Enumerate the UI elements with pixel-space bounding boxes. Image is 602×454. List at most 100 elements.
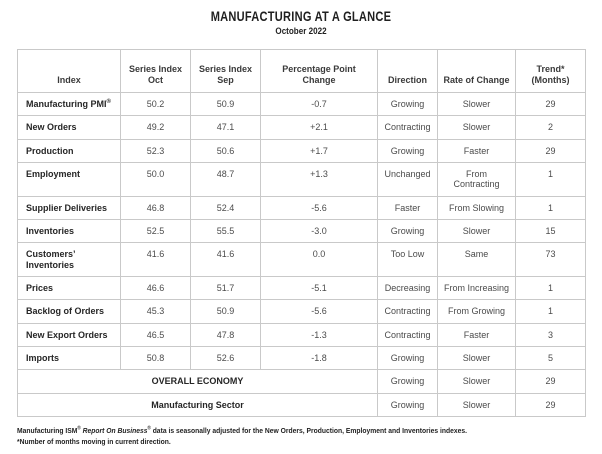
trend-months-cell: 29 [515,392,586,418]
series-index-oct-cell: 52.3 [120,138,191,164]
page-title: MANUFACTURING AT A GLANCE [210,9,392,24]
trend-months-cell: 73 [515,242,586,278]
series-index-sep-cell: 52.4 [190,195,261,221]
percentage-point-change-cell: -0.7 [260,91,378,117]
series-index-sep-cell: 50.9 [190,299,261,324]
trend-months-cell: 1 [515,299,586,324]
direction-cell: Faster [377,195,438,221]
direction-cell: Growing [377,392,438,418]
percentage-point-change-cell: +2.1 [260,115,378,140]
column-header-percentage-point-change: Percentage Point Change [260,49,378,93]
series-index-oct-cell: 50.0 [120,162,191,197]
percentage-point-change-cell: 0.0 [260,242,378,278]
index-label-cell: Backlog of Orders [17,299,121,324]
index-label-cell: New Orders [17,115,121,140]
index-label-cell: Employment [17,162,121,197]
rate-of-change-cell: From Slowing [437,195,516,221]
index-label-cell: Inventories [17,219,121,244]
summary-label-cell: OVERALL ECONOMY [17,369,378,394]
trend-months-cell: 29 [515,369,586,394]
percentage-point-change-cell: +1.3 [260,162,378,197]
index-label-cell: Prices [17,276,121,301]
series-index-oct-cell: 46.5 [120,322,191,348]
footnote-line-2: *Number of months moving in current dire… [17,436,171,446]
table-row: Backlog of Orders 45.3 50.9 -5.6 Contracting… [17,299,586,324]
index-label-cell: New Export Orders [17,322,121,348]
series-index-sep-cell: 50.9 [190,91,261,117]
column-header-trend-months: Trend* (Months) [515,49,586,93]
index-label-cell: Production [17,138,121,164]
trend-months-cell: 29 [515,91,586,117]
series-index-oct-cell: 50.8 [120,346,191,371]
rate-of-change-cell: From Growing [437,299,516,324]
series-index-oct-cell: 52.5 [120,219,191,244]
registered-mark-icon: ® [147,425,151,432]
table-row: New Orders 49.2 47.1 +2.1 Contracting Slower 2 [17,115,586,140]
percentage-point-change-cell: -1.3 [260,322,378,348]
percentage-point-change-cell: -5.6 [260,195,378,221]
direction-cell: Contracting [377,299,438,324]
column-header-series-index-sep: Series Index Sep [190,49,261,93]
direction-cell: Unchanged [377,162,438,197]
percentage-point-change-cell: -3.0 [260,219,378,244]
percentage-point-change-cell: +1.7 [260,138,378,164]
rate-of-change-cell: Same [437,242,516,278]
trend-months-cell: 5 [515,346,586,371]
table-body: Manufacturing PMI® 50.2 50.9 -0.7 Growing Slo… [17,91,586,418]
registered-mark-icon: ® [106,99,111,105]
rate-of-change-cell: Slower [437,219,516,244]
footnote-text-rest: data is seasonally adjusted for the New … [152,426,468,436]
rate-of-change-cell: Slower [437,91,516,117]
series-index-sep-cell: 48.7 [190,162,261,197]
trend-months-cell: 1 [515,276,586,301]
column-header-index: Index [17,49,121,93]
rate-of-change-cell: From Increasing [437,276,516,301]
series-index-oct-cell: 46.6 [120,276,191,301]
index-label-cell: Imports [17,346,121,371]
percentage-point-change-cell: -1.8 [260,346,378,371]
series-index-sep-cell: 55.5 [190,219,261,244]
rate-of-change-cell: Faster [437,138,516,164]
table-row: Manufacturing PMI® 50.2 50.9 -0.7 Growing Slo… [17,91,586,117]
index-label-cell: Supplier Deliveries [17,195,121,221]
series-index-sep-cell: 41.6 [190,242,261,278]
footnote-line-1: Manufacturing ISM® Report On Business® d… [17,426,593,437]
trend-months-cell: 2 [515,115,586,140]
rate-of-change-cell: Slower [437,369,516,394]
footnotes: Manufacturing ISM® Report On Business® d… [17,426,593,447]
direction-cell: Decreasing [377,276,438,301]
table-row: Supplier Deliveries 46.8 52.4 -5.6 Faster Fro… [17,195,586,221]
series-index-oct-cell: 41.6 [120,242,191,278]
rate-of-change-cell: Slower [437,392,516,418]
direction-cell: Growing [377,91,438,117]
trend-months-cell: 15 [515,219,586,244]
index-label-cell: Customers’ Inventories [17,242,121,278]
trend-months-cell: 1 [515,162,586,197]
rate-of-change-cell: Slower [437,346,516,371]
table-row: Prices 46.6 51.7 -5.1 Decreasing From Increas… [17,276,586,301]
direction-cell: Growing [377,369,438,394]
direction-cell: Growing [377,219,438,244]
summary-row: OVERALL ECONOMY Growing Slower 29 [17,369,586,394]
trend-months-cell: 29 [515,138,586,164]
manufacturing-glance-table: Index Series Index Oct Series Index Sep … [17,49,586,418]
direction-cell: Growing [377,346,438,371]
trend-months-cell: 1 [515,195,586,221]
table-row: Employment 50.0 48.7 +1.3 Unchanged From Cont… [17,162,586,197]
table-row: Imports 50.8 52.6 -1.8 Growing Slower 5 [17,346,586,371]
footnote-report-title: Report On Business [82,426,148,436]
column-header-series-index-oct: Series Index Oct [120,49,191,93]
report-page: MANUFACTURING AT A GLANCE October 2022 I… [0,9,602,447]
summary-label-cell: Manufacturing Sector [17,392,378,418]
series-index-sep-cell: 47.1 [190,115,261,140]
column-header-rate-of-change: Rate of Change [437,49,516,93]
footnote-text-start: Manufacturing ISM [17,426,78,436]
header-row: Index Series Index Oct Series Index Sep … [17,49,586,93]
series-index-oct-cell: 50.2 [120,91,191,117]
percentage-point-change-cell: -5.1 [260,276,378,301]
series-index-sep-cell: 50.6 [190,138,261,164]
series-index-sep-cell: 51.7 [190,276,261,301]
index-label-cell: Manufacturing PMI® [17,91,121,117]
percentage-point-change-cell: -5.6 [260,299,378,324]
page-subtitle: October 2022 [275,26,327,37]
